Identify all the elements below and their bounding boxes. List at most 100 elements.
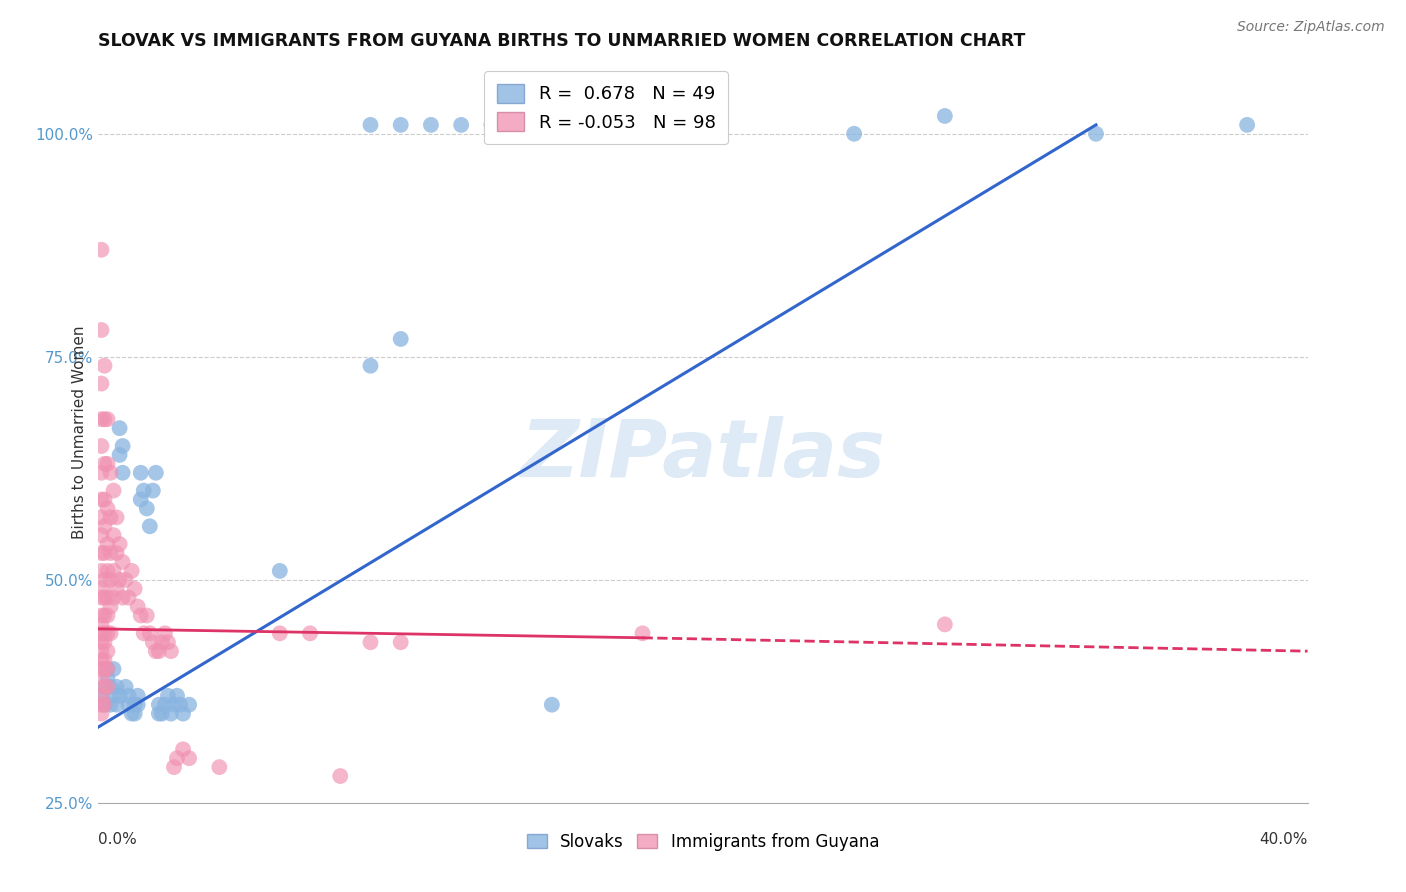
- Point: [631, 626, 654, 640]
- Point: [329, 769, 352, 783]
- Point: [208, 760, 231, 774]
- Point: [156, 635, 179, 649]
- Point: [172, 742, 194, 756]
- Point: [90, 439, 112, 453]
- Point: [90, 376, 112, 391]
- Point: [111, 439, 134, 453]
- Point: [118, 689, 141, 703]
- Point: [121, 706, 143, 721]
- Point: [132, 483, 155, 498]
- Point: [420, 118, 443, 132]
- Point: [96, 501, 118, 516]
- Point: [571, 118, 593, 132]
- Point: [100, 698, 122, 712]
- Point: [148, 698, 170, 712]
- Point: [510, 118, 533, 132]
- Point: [103, 483, 125, 498]
- Point: [360, 359, 382, 373]
- Point: [90, 662, 112, 676]
- Point: [93, 626, 115, 640]
- Point: [269, 564, 291, 578]
- Text: 40.0%: 40.0%: [1260, 831, 1308, 847]
- Point: [166, 689, 188, 703]
- Point: [148, 644, 170, 658]
- Point: [93, 573, 115, 587]
- Point: [90, 243, 112, 257]
- Point: [127, 599, 149, 614]
- Point: [93, 635, 115, 649]
- Point: [172, 706, 194, 721]
- Point: [93, 519, 115, 533]
- Point: [169, 698, 191, 712]
- Point: [108, 421, 131, 435]
- Point: [90, 644, 112, 658]
- Point: [96, 457, 118, 471]
- Point: [269, 626, 291, 640]
- Point: [121, 564, 143, 578]
- Point: [148, 706, 170, 721]
- Point: [90, 617, 112, 632]
- Point: [93, 546, 115, 560]
- Point: [166, 751, 188, 765]
- Point: [93, 698, 115, 712]
- Point: [93, 412, 115, 426]
- Point: [114, 573, 136, 587]
- Point: [179, 698, 201, 712]
- Point: [145, 466, 167, 480]
- Point: [150, 635, 173, 649]
- Point: [111, 555, 134, 569]
- Point: [105, 680, 128, 694]
- Point: [389, 635, 412, 649]
- Point: [96, 564, 118, 578]
- Point: [150, 706, 173, 721]
- Point: [100, 510, 122, 524]
- Point: [160, 706, 183, 721]
- Point: [129, 492, 152, 507]
- Point: [129, 608, 152, 623]
- Point: [90, 635, 112, 649]
- Point: [450, 118, 472, 132]
- Point: [163, 698, 186, 712]
- Point: [105, 510, 128, 524]
- Point: [111, 591, 134, 605]
- Point: [90, 698, 112, 712]
- Point: [90, 564, 112, 578]
- Point: [118, 591, 141, 605]
- Point: [90, 412, 112, 426]
- Point: [90, 323, 112, 337]
- Point: [90, 608, 112, 623]
- Point: [540, 118, 562, 132]
- Point: [90, 706, 112, 721]
- Point: [586, 118, 609, 132]
- Point: [100, 680, 122, 694]
- Point: [90, 626, 112, 640]
- Point: [93, 653, 115, 667]
- Point: [844, 127, 866, 141]
- Point: [90, 466, 112, 480]
- Point: [934, 109, 956, 123]
- Point: [90, 582, 112, 596]
- Point: [96, 608, 118, 623]
- Point: [1085, 127, 1108, 141]
- Point: [96, 626, 118, 640]
- Point: [90, 653, 112, 667]
- Point: [105, 582, 128, 596]
- Point: [96, 537, 118, 551]
- Text: SLOVAK VS IMMIGRANTS FROM GUYANA BIRTHS TO UNMARRIED WOMEN CORRELATION CHART: SLOVAK VS IMMIGRANTS FROM GUYANA BIRTHS …: [98, 32, 1026, 50]
- Point: [96, 591, 118, 605]
- Point: [100, 466, 122, 480]
- Point: [360, 118, 382, 132]
- Point: [90, 689, 112, 703]
- Point: [160, 644, 183, 658]
- Point: [103, 591, 125, 605]
- Point: [389, 332, 412, 346]
- Point: [90, 671, 112, 685]
- Point: [124, 698, 146, 712]
- Point: [163, 760, 186, 774]
- Point: [153, 698, 176, 712]
- Point: [108, 448, 131, 462]
- Point: [105, 698, 128, 712]
- Point: [135, 608, 157, 623]
- Point: [100, 626, 122, 640]
- Point: [100, 599, 122, 614]
